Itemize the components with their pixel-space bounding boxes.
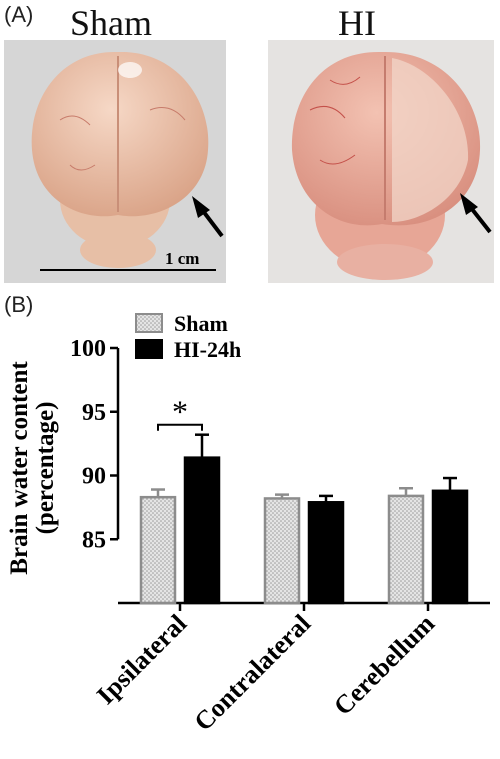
panel-a-label: (A) <box>4 2 34 27</box>
bar-hi-24h-cerebellum <box>431 489 469 605</box>
legend-label: Sham <box>174 311 228 336</box>
bars <box>139 433 469 605</box>
y-axis: 85 90 95 100 <box>70 336 120 553</box>
sham-brain-photo <box>4 40 226 283</box>
hi-brain-photo <box>268 40 494 283</box>
arrow-icon-right-photo <box>460 193 492 234</box>
y-tick-label: 85 <box>82 527 106 553</box>
y-tick-label: 100 <box>70 336 106 362</box>
y-tick-label: 95 <box>82 400 106 426</box>
significance-bracket <box>157 423 203 431</box>
significance-star: * <box>172 394 188 430</box>
bar-sham-cerebellum <box>387 494 425 605</box>
y-axis-label-line2: (percentage) <box>32 402 59 535</box>
bar-sham-ipsilateral <box>139 495 177 605</box>
legend-swatch <box>135 339 163 359</box>
bar-hi-24h-contralateral <box>307 501 345 605</box>
x-tick-label: Cerebellum <box>328 609 440 721</box>
legend-swatch <box>135 313 163 333</box>
sham-brainstem <box>80 232 156 268</box>
annotations: * <box>157 394 203 431</box>
hi-photo-title: HI <box>338 3 376 43</box>
y-axis-label-line1: Brain water content <box>6 361 33 575</box>
x-tick-label: Ipsilateral <box>91 609 192 710</box>
arrow-icon-left-photo <box>192 196 224 238</box>
hi-brainstem <box>337 244 433 280</box>
sham-cerebrum <box>31 51 209 217</box>
legend-label: HI-24h <box>174 337 241 362</box>
sham-photo-title: Sham <box>70 3 153 43</box>
scale-bar-label: 1 cm <box>165 249 199 268</box>
bar-hi-24h-ipsilateral <box>183 456 221 605</box>
bar-sham-contralateral <box>263 497 301 605</box>
panel-b-label: (B) <box>4 292 34 317</box>
y-tick-label: 90 <box>82 464 106 490</box>
x-tick-label: Contralateral <box>189 609 317 737</box>
